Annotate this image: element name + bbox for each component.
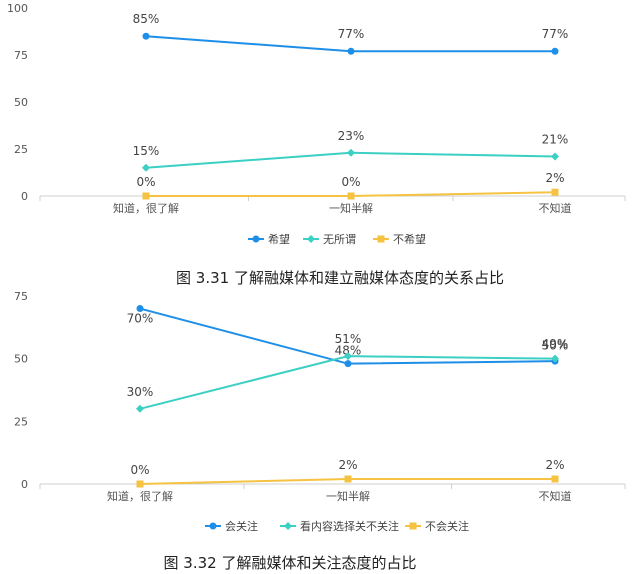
x-tick-label: 不知道 xyxy=(539,489,572,503)
data-point xyxy=(551,188,559,196)
data-point xyxy=(347,148,355,157)
data-point xyxy=(551,354,559,363)
y-tick-label: 25 xyxy=(14,143,28,156)
data-point xyxy=(136,404,144,413)
legend-marker xyxy=(307,235,315,243)
figure-caption-1: 图 3.31 了解融媒体和建立融媒体态度的关系占比 xyxy=(176,269,504,287)
legend-marker xyxy=(209,522,217,530)
data-point xyxy=(347,47,355,55)
y-tick-label: 0 xyxy=(21,190,28,203)
y-tick-label: 75 xyxy=(14,49,28,62)
data-label: 2% xyxy=(338,458,357,472)
data-label: 0% xyxy=(136,175,155,189)
y-tick-label: 25 xyxy=(14,415,28,428)
data-label: 0% xyxy=(130,463,149,477)
chart-2: 0 25 50 75 知道，很了解 一知半解 不知道 70% 48% 49% 30% 51% 50% 0%… xyxy=(0,288,633,544)
legend-marker xyxy=(377,235,385,243)
x-tick-label: 一知半解 xyxy=(326,489,370,503)
legend-label: 会关注 xyxy=(225,519,258,533)
legend-marker xyxy=(409,522,417,530)
data-label: 15% xyxy=(133,144,160,158)
y-tick-label: 100 xyxy=(7,2,28,15)
data-point xyxy=(344,360,352,368)
data-point xyxy=(551,47,559,55)
data-point xyxy=(142,163,150,172)
data-point xyxy=(142,192,150,200)
legend-marker xyxy=(252,235,260,243)
data-label: 0% xyxy=(341,175,360,189)
y-tick-label: 0 xyxy=(21,478,28,491)
data-label: 2% xyxy=(545,171,564,185)
legend-label: 不希望 xyxy=(393,232,426,246)
data-point xyxy=(551,152,559,161)
data-label: 2% xyxy=(545,458,564,472)
data-point xyxy=(551,475,559,483)
x-tick-label: 一知半解 xyxy=(329,201,373,215)
data-label: 49% xyxy=(542,337,569,351)
legend-label: 无所谓 xyxy=(323,233,356,246)
data-label: 50% xyxy=(542,339,569,353)
y-tick-label: 50 xyxy=(14,96,28,109)
chart-2-svg: 0 25 50 75 知道，很了解 一知半解 不知道 70% 48% 49% 30% 51% 50% 0%… xyxy=(14,290,626,533)
x-tick-label: 不知道 xyxy=(539,201,572,215)
legend-label: 希望 xyxy=(268,232,290,246)
data-label: 77% xyxy=(542,27,569,41)
legend-label: 看内容选择关不关注 xyxy=(300,519,399,533)
data-label: 85% xyxy=(133,12,160,26)
y-tick-label: 75 xyxy=(14,290,28,303)
data-point xyxy=(344,352,352,361)
data-point xyxy=(136,305,144,313)
data-point xyxy=(347,192,355,200)
data-label: 77% xyxy=(338,27,365,41)
chart-1-svg: 0 25 50 75 100 知道，很了解 一知半解 不知道 85% 77% 77% 15% 23% 21… xyxy=(7,2,626,246)
legend-label: 不会关注 xyxy=(425,519,469,533)
legend-marker xyxy=(284,522,292,530)
figure-caption-2: 图 3.32 了解融媒体和关注态度的占比 xyxy=(163,554,417,572)
data-label: 70% xyxy=(127,312,154,326)
data-label: 21% xyxy=(542,133,569,147)
data-label: 48% xyxy=(335,344,362,358)
y-tick-label: 50 xyxy=(14,353,28,366)
data-label: 30% xyxy=(127,385,154,399)
data-point xyxy=(136,480,144,488)
data-point xyxy=(142,32,150,40)
data-point xyxy=(344,475,352,483)
x-tick-label: 知道，很了解 xyxy=(113,201,179,215)
data-label: 51% xyxy=(335,332,362,346)
data-label: 23% xyxy=(338,129,365,143)
chart-1: 0 25 50 75 100 知道，很了解 一知半解 不知道 85% 77% 77% 15% 23% 21… xyxy=(0,0,633,262)
x-tick-label: 知道，很了解 xyxy=(107,489,173,503)
